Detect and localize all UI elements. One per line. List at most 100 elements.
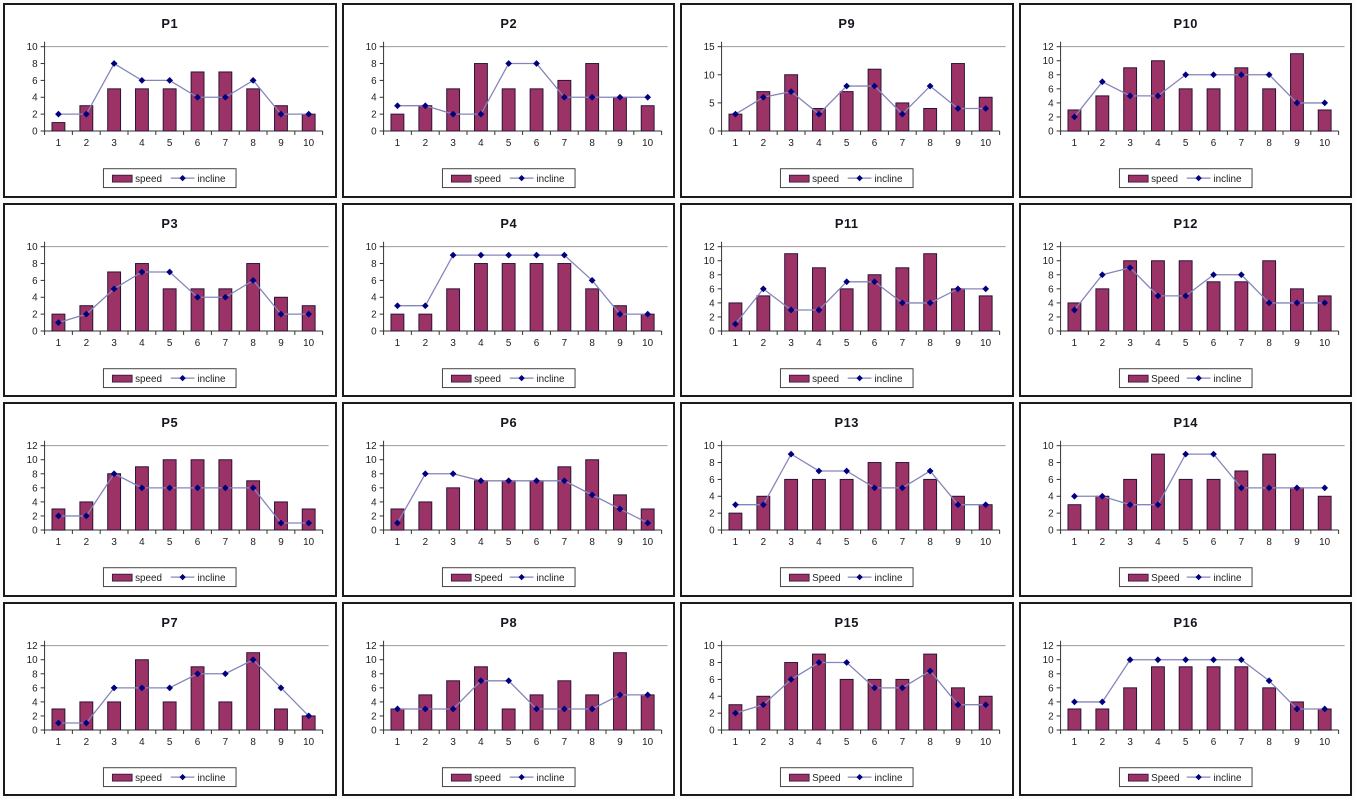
incline-marker — [926, 467, 934, 475]
chart-title: P1 — [161, 16, 178, 31]
speed-bar — [895, 462, 910, 531]
chart-title: P2 — [500, 16, 517, 31]
legend: speed incline — [102, 766, 237, 787]
y-tick-label: 12 — [1042, 242, 1053, 253]
x-tick-label: 6 — [195, 337, 201, 348]
speed-bar — [923, 653, 938, 731]
speed-bar — [417, 693, 432, 731]
chart-panel-p1: P1 0 2 4 6 8 10 1 2 3 4 5 6 7 8 9 10 speed incline — [3, 3, 337, 198]
legend-box — [779, 766, 914, 787]
speed-bar — [556, 79, 571, 132]
speed-bar — [51, 122, 66, 132]
y-tick-label: 12 — [704, 242, 715, 253]
chart-title: P10 — [1173, 16, 1197, 31]
legend-speed-label: Speed — [1151, 773, 1180, 784]
x-tick-label: 10 — [642, 138, 653, 149]
speed-bar — [473, 63, 488, 132]
incline-marker — [449, 470, 457, 478]
chart-panel-p6: P6 0 2 4 6 8 10 12 1 2 3 4 5 6 7 8 9 10 Speed incline — [341, 402, 675, 597]
x-tick-label: 4 — [816, 337, 822, 348]
speed-bar — [445, 88, 460, 132]
speed-bar — [1317, 109, 1332, 132]
chart-title: P11 — [835, 215, 859, 230]
x-tick-label: 5 — [167, 138, 173, 149]
incline-marker — [843, 277, 851, 285]
speed-bar — [529, 88, 543, 132]
incline-marker — [1098, 78, 1106, 86]
x-tick-label: 9 — [955, 138, 961, 149]
speed-bar — [1261, 453, 1276, 531]
incline-marker — [110, 470, 118, 478]
y-tick-label: 10 — [1042, 655, 1053, 666]
speed-bar — [728, 703, 743, 731]
legend: Speed incline — [1118, 766, 1253, 787]
x-tick-label: 7 — [561, 736, 567, 747]
y-tick-label: 8 — [32, 59, 38, 70]
incline-marker — [1265, 676, 1273, 684]
legend: speed incline — [779, 367, 914, 388]
legend-incline-marker — [1194, 374, 1202, 381]
y-tick-label: 6 — [32, 483, 38, 494]
x-tick-label: 7 — [900, 138, 906, 149]
speed-bar — [584, 693, 599, 731]
legend-speed-swatch — [1127, 374, 1149, 383]
speed-bar — [756, 91, 771, 132]
x-tick-label: 7 — [561, 537, 567, 548]
speed-bar — [1261, 686, 1276, 731]
speed-bar — [895, 678, 910, 731]
x-tick-label: 8 — [927, 537, 933, 548]
speed-bar — [784, 661, 799, 731]
x-tick-label: 7 — [1238, 736, 1244, 747]
y-tick-label: 6 — [371, 76, 377, 87]
x-tick-label: 2 — [1099, 337, 1105, 348]
x-tick-label: 8 — [589, 736, 595, 747]
legend-box — [441, 567, 576, 588]
speed-bar — [1206, 665, 1220, 731]
x-tick-label: 8 — [250, 138, 256, 149]
incline-marker — [616, 310, 623, 318]
chart-panel-p7: P7 0 2 4 6 8 10 12 1 2 3 4 5 6 7 8 9 10 speed incline — [3, 601, 337, 796]
x-tick-label: 5 — [1182, 138, 1188, 149]
x-tick-label: 1 — [56, 337, 62, 348]
x-tick-label: 9 — [278, 138, 284, 149]
x-tick-label: 4 — [1155, 337, 1161, 348]
x-tick-label: 5 — [505, 138, 511, 149]
y-tick-label: 12 — [1042, 641, 1053, 652]
speed-bar — [867, 462, 882, 531]
incline-marker — [560, 93, 568, 101]
incline-line — [1073, 453, 1325, 506]
legend-box — [779, 367, 914, 388]
x-tick-label: 6 — [872, 736, 878, 747]
x-tick-label: 10 — [1319, 537, 1330, 548]
legend-incline-marker — [1194, 773, 1202, 780]
x-tick-label: 3 — [111, 138, 117, 149]
y-tick-label: 12 — [1042, 42, 1053, 53]
incline-marker — [1209, 71, 1217, 79]
incline-marker — [477, 251, 484, 258]
chart-title: P13 — [835, 415, 859, 430]
legend-speed-swatch — [111, 773, 133, 782]
x-tick-label: 9 — [278, 736, 284, 747]
speed-bar — [1122, 686, 1137, 731]
incline-marker — [421, 705, 429, 712]
y-tick-label: 2 — [371, 511, 377, 522]
x-tick-label: 1 — [733, 138, 739, 149]
x-tick-label: 4 — [1155, 537, 1161, 548]
incline-marker — [588, 93, 596, 101]
y-tick-label: 2 — [32, 309, 38, 320]
chart-title: P7 — [161, 614, 178, 629]
x-tick-label: 5 — [844, 736, 850, 747]
speed-bar — [1094, 95, 1109, 132]
incline-marker — [560, 705, 568, 712]
y-tick-label: 0 — [1048, 525, 1054, 536]
y-tick-label: 4 — [709, 492, 715, 503]
legend-speed-swatch — [1127, 573, 1149, 582]
x-tick-label: 5 — [1182, 736, 1188, 747]
incline-line — [396, 62, 648, 115]
speed-bar — [895, 266, 910, 332]
speed-bar — [246, 651, 261, 731]
speed-bar — [1094, 707, 1109, 731]
legend-speed-label: speed — [135, 573, 162, 584]
